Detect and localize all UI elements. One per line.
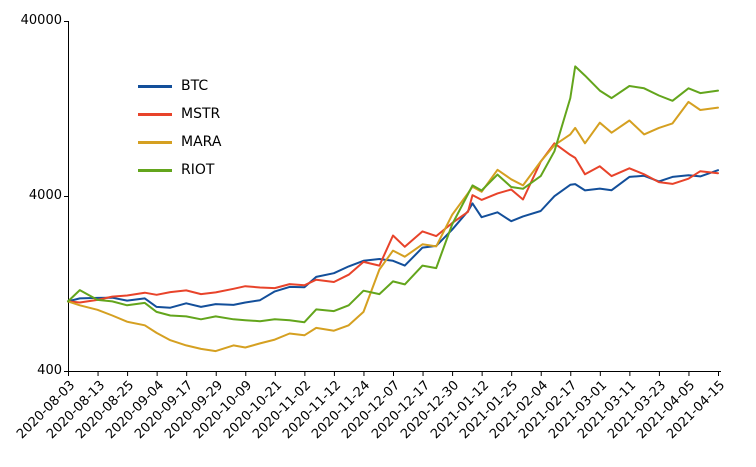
legend: BTC MSTR MARA RIOT — [138, 72, 221, 184]
legend-label: MSTR — [181, 106, 221, 122]
legend-swatch-riot — [138, 168, 172, 172]
y-tick-label: 400 — [37, 363, 62, 378]
legend-swatch-btc — [138, 84, 172, 88]
legend-item-btc: BTC — [138, 72, 221, 100]
legend-item-riot: RIOT — [138, 156, 221, 184]
legend-swatch-mstr — [138, 112, 172, 116]
legend-label: MARA — [181, 134, 222, 150]
series-line-mara — [67, 100, 719, 353]
series-line-mstr — [67, 142, 719, 304]
y-tick-label: 40000 — [20, 13, 62, 28]
series-line-riot — [67, 65, 719, 324]
legend-swatch-mara — [138, 140, 172, 144]
series-line-btc — [67, 169, 719, 309]
legend-item-mara: MARA — [138, 128, 221, 156]
legend-label: RIOT — [181, 162, 215, 178]
legend-item-mstr: MSTR — [138, 100, 221, 128]
legend-label: BTC — [181, 78, 209, 94]
y-tick-label: 4000 — [28, 188, 62, 203]
